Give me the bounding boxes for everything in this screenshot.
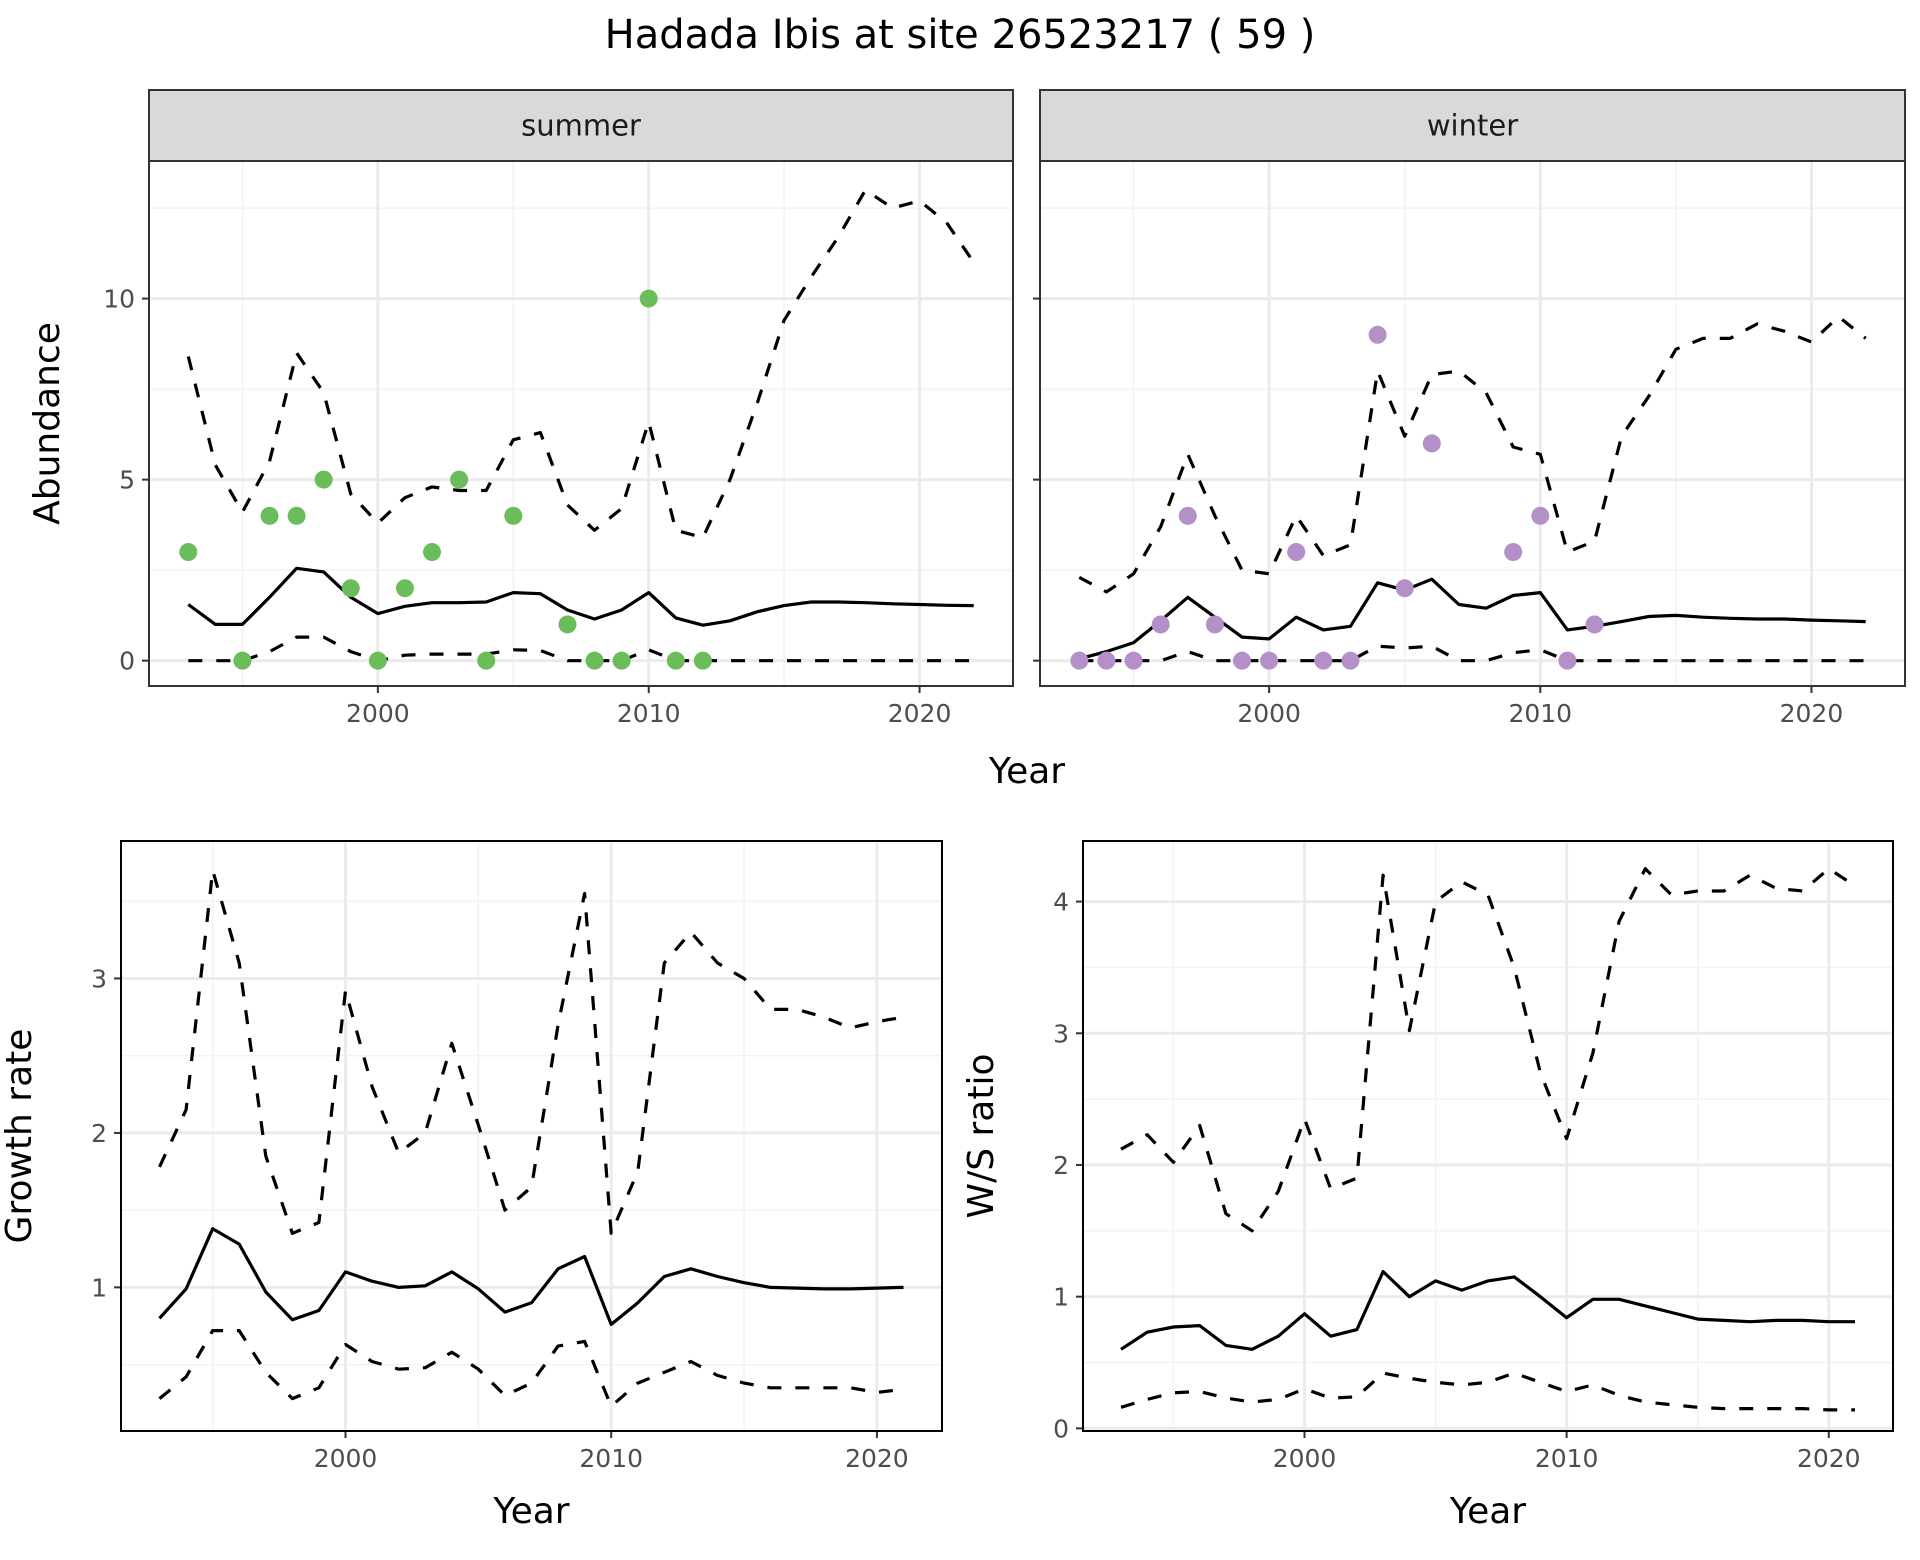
data-point <box>1097 651 1116 670</box>
data-point <box>1205 615 1224 634</box>
data-point <box>1233 651 1252 670</box>
y-axis-label: Growth rate <box>0 1029 40 1244</box>
data-point <box>666 651 685 670</box>
panel-2: 2000 2010 2020 1 2 3 Growth rate Year <box>0 840 943 1532</box>
x-axis-label: Year <box>1449 1491 1526 1532</box>
data-point <box>1341 651 1360 670</box>
plot-background <box>1083 841 1893 1431</box>
data-point <box>287 506 306 525</box>
facet-strip <box>148 89 1014 162</box>
data-point <box>1260 651 1279 670</box>
y-tick-label: 3 <box>91 964 107 993</box>
y-tick-label: 2 <box>91 1119 107 1148</box>
mean-line <box>1120 1269 1855 1351</box>
x-tick-label: 2000 <box>1237 699 1301 728</box>
x-tick-label: 2020 <box>888 699 952 728</box>
chart-title: Hadada Ibis at site 26523217 ( 59 ) <box>605 12 1316 58</box>
plot-background <box>121 841 942 1431</box>
data-point <box>395 579 414 598</box>
x-tick-label: 2010 <box>579 1444 643 1473</box>
lower-bound-line <box>158 1328 904 1408</box>
y-axis-label: Abundance <box>27 322 68 525</box>
facet-strip <box>1039 89 1906 162</box>
y-tick-label: 1 <box>91 1273 107 1302</box>
facet-label: winter <box>1427 109 1518 143</box>
panel-3: 2000 2010 2020 0 1 2 3 4 W/S ratio Year <box>961 840 1894 1532</box>
x-tick-label: 2000 <box>346 699 410 728</box>
data-point <box>368 651 387 670</box>
data-point <box>1531 506 1550 525</box>
upper-bound-line <box>158 868 904 1235</box>
upper-bound-line <box>1078 315 1867 594</box>
data-point <box>1178 506 1197 525</box>
data-point <box>477 651 496 670</box>
y-axis-label: W/S ratio <box>961 1053 1002 1218</box>
mean-line <box>158 1227 904 1327</box>
data-point <box>1558 651 1577 670</box>
panel-0: summer 2000 2010 2020 0 5 10 Abundance <box>27 89 1014 728</box>
data-point <box>1287 543 1306 562</box>
panel-border <box>120 840 943 1432</box>
data-point <box>1314 651 1333 670</box>
y-tick-label: 10 <box>103 285 135 314</box>
x-tick-label: 2020 <box>1797 1444 1861 1473</box>
y-tick-label: 4 <box>1053 888 1069 917</box>
x-tick-label: 2020 <box>845 1444 909 1473</box>
panel-border <box>148 160 1014 687</box>
data-point <box>1422 434 1441 453</box>
x-tick-label: 2010 <box>1535 1444 1599 1473</box>
x-tick-label: 2020 <box>1780 699 1844 728</box>
data-point <box>341 579 360 598</box>
lower-bound-line <box>1079 644 1866 663</box>
plot-background <box>149 161 1013 686</box>
data-point <box>233 651 252 670</box>
data-point <box>1151 615 1170 634</box>
facet-label: summer <box>521 109 641 143</box>
data-point <box>1368 325 1387 344</box>
data-point <box>260 506 279 525</box>
data-point <box>558 615 577 634</box>
data-point <box>423 543 442 562</box>
data-point <box>314 470 333 489</box>
y-tick-label: 1 <box>1053 1283 1069 1312</box>
data-point <box>585 651 604 670</box>
data-point <box>179 543 198 562</box>
panel-border <box>1039 160 1906 687</box>
x-tick-label: 2000 <box>314 1444 378 1473</box>
mean-line <box>187 566 974 627</box>
mean-line <box>1078 577 1866 661</box>
y-tick-label: 5 <box>119 466 135 495</box>
data-point <box>450 470 469 489</box>
x-axis-label: Year <box>492 1491 569 1532</box>
data-point <box>639 289 658 308</box>
y-tick-label: 3 <box>1053 1019 1069 1048</box>
lower-bound-line <box>1120 1371 1855 1412</box>
data-point <box>612 651 631 670</box>
data-point <box>1504 543 1523 562</box>
data-point <box>504 506 523 525</box>
x-tick-label: 2000 <box>1273 1444 1337 1473</box>
data-point <box>1070 651 1089 670</box>
x-tick-label: 2010 <box>617 699 681 728</box>
data-point <box>1124 651 1143 670</box>
data-point <box>1395 579 1414 598</box>
data-point <box>693 651 712 670</box>
x-tick-label: 2010 <box>1508 699 1572 728</box>
data-point <box>1585 615 1604 634</box>
y-tick-label: 0 <box>119 647 135 676</box>
y-tick-label: 0 <box>1053 1414 1069 1443</box>
lower-bound-line <box>188 635 974 663</box>
upper-bound-line <box>1120 867 1856 1233</box>
panel-1: winter 2000 2010 2020 <box>1033 89 1906 728</box>
panel-border <box>1082 840 1894 1432</box>
y-tick-label: 2 <box>1053 1151 1069 1180</box>
upper-bound-line <box>186 188 976 540</box>
top-x-axis-label: Year <box>988 751 1065 792</box>
